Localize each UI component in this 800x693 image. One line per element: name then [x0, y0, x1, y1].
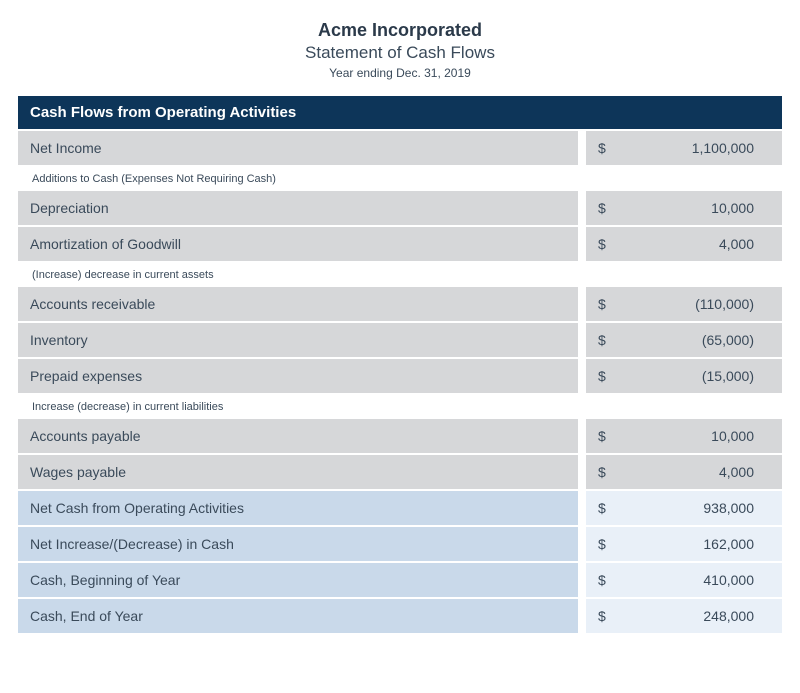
currency-symbol: $	[586, 191, 616, 225]
data-row: Accounts payable$10,000	[18, 419, 782, 453]
section-header-label: Cash Flows from Operating Activities	[18, 96, 782, 129]
row-amount: 4,000	[616, 455, 782, 489]
row-amount: (110,000)	[616, 287, 782, 321]
summary-row: Net Cash from Operating Activities$938,0…	[18, 491, 782, 525]
currency-symbol: $	[586, 419, 616, 453]
row-amount: (65,000)	[616, 323, 782, 357]
company-name: Acme Incorporated	[18, 20, 782, 41]
data-row: Inventory$(65,000)	[18, 323, 782, 357]
row-label: Amortization of Goodwill	[18, 227, 578, 261]
currency-symbol: $	[586, 599, 616, 633]
column-gap	[578, 455, 586, 489]
column-gap	[578, 131, 586, 165]
summary-row: Cash, Beginning of Year$410,000	[18, 563, 782, 597]
currency-symbol: $	[586, 287, 616, 321]
summary-row: Cash, End of Year$248,000	[18, 599, 782, 633]
cash-flow-table: Cash Flows from Operating ActivitiesNet …	[18, 94, 782, 635]
statement-title: Statement of Cash Flows	[18, 43, 782, 63]
row-label: Accounts receivable	[18, 287, 578, 321]
row-amount: 4,000	[616, 227, 782, 261]
note-label: Increase (decrease) in current liabiliti…	[18, 395, 782, 417]
row-label: Cash, Beginning of Year	[18, 563, 578, 597]
row-label: Net Income	[18, 131, 578, 165]
row-label: Wages payable	[18, 455, 578, 489]
statement-period: Year ending Dec. 31, 2019	[18, 66, 782, 80]
column-gap	[578, 287, 586, 321]
row-amount: 1,100,000	[616, 131, 782, 165]
column-gap	[578, 419, 586, 453]
column-gap	[578, 491, 586, 525]
currency-symbol: $	[586, 131, 616, 165]
row-label: Net Cash from Operating Activities	[18, 491, 578, 525]
data-row: Depreciation$10,000	[18, 191, 782, 225]
note-row: Increase (decrease) in current liabiliti…	[18, 395, 782, 417]
row-label: Cash, End of Year	[18, 599, 578, 633]
summary-row: Net Increase/(Decrease) in Cash$162,000	[18, 527, 782, 561]
currency-symbol: $	[586, 491, 616, 525]
note-row: Additions to Cash (Expenses Not Requirin…	[18, 167, 782, 189]
note-label: (Increase) decrease in current assets	[18, 263, 782, 285]
row-amount: 248,000	[616, 599, 782, 633]
column-gap	[578, 227, 586, 261]
row-amount: 162,000	[616, 527, 782, 561]
section-header-row: Cash Flows from Operating Activities	[18, 96, 782, 129]
currency-symbol: $	[586, 359, 616, 393]
row-amount: 10,000	[616, 191, 782, 225]
column-gap	[578, 191, 586, 225]
column-gap	[578, 359, 586, 393]
currency-symbol: $	[586, 527, 616, 561]
currency-symbol: $	[586, 323, 616, 357]
note-row: (Increase) decrease in current assets	[18, 263, 782, 285]
note-label: Additions to Cash (Expenses Not Requirin…	[18, 167, 782, 189]
row-label: Depreciation	[18, 191, 578, 225]
row-amount: 410,000	[616, 563, 782, 597]
column-gap	[578, 323, 586, 357]
data-row: Accounts receivable$(110,000)	[18, 287, 782, 321]
statement-header: Acme Incorporated Statement of Cash Flow…	[18, 20, 782, 80]
row-label: Net Increase/(Decrease) in Cash	[18, 527, 578, 561]
data-row: Wages payable$4,000	[18, 455, 782, 489]
data-row: Net Income$1,100,000	[18, 131, 782, 165]
data-row: Prepaid expenses$(15,000)	[18, 359, 782, 393]
row-label: Prepaid expenses	[18, 359, 578, 393]
column-gap	[578, 563, 586, 597]
data-row: Amortization of Goodwill$4,000	[18, 227, 782, 261]
row-amount: (15,000)	[616, 359, 782, 393]
row-amount: 10,000	[616, 419, 782, 453]
currency-symbol: $	[586, 227, 616, 261]
column-gap	[578, 599, 586, 633]
column-gap	[578, 527, 586, 561]
row-label: Inventory	[18, 323, 578, 357]
row-label: Accounts payable	[18, 419, 578, 453]
row-amount: 938,000	[616, 491, 782, 525]
currency-symbol: $	[586, 455, 616, 489]
currency-symbol: $	[586, 563, 616, 597]
